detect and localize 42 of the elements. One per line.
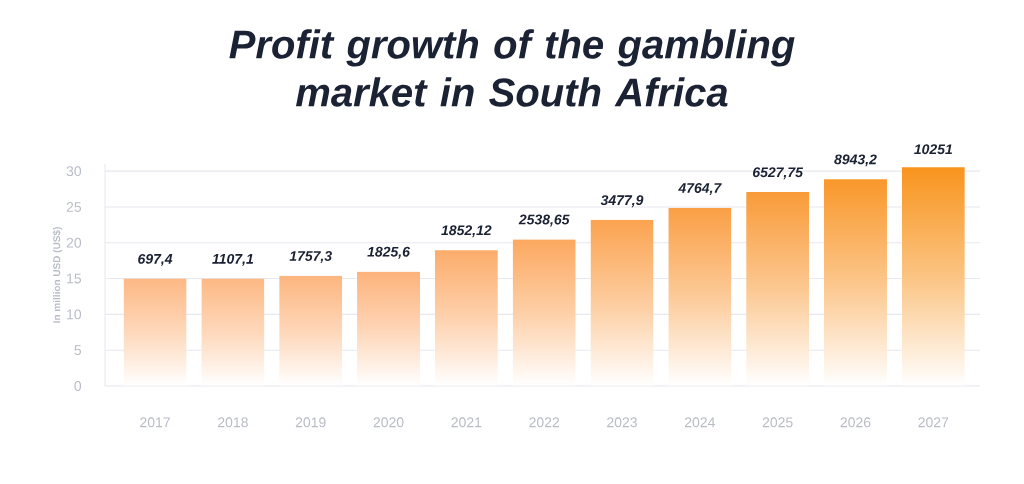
bar <box>201 278 265 386</box>
bar <box>746 191 810 386</box>
x-tick-label: 2024 <box>684 417 715 428</box>
bar <box>823 179 887 386</box>
bar <box>434 250 498 386</box>
annotation: 1825,6 <box>367 246 411 259</box>
annotation: 1107,1 <box>212 253 253 266</box>
x-tick-label: 2025 <box>762 417 793 428</box>
x-tick-label: 2026 <box>840 417 871 428</box>
bar <box>512 239 576 386</box>
bar <box>668 207 732 386</box>
x-tick-label: 2019 <box>295 417 326 428</box>
y-tick-label: 15 <box>67 273 82 284</box>
x-tick-label: 2022 <box>529 417 560 428</box>
bar <box>357 271 421 386</box>
x-tick-label: 2017 <box>140 417 170 428</box>
bar <box>901 167 965 386</box>
y-tick-label: 20 <box>66 237 82 248</box>
annotation: 8943,2 <box>834 154 877 167</box>
annotation: 1852,12 <box>441 225 492 238</box>
annotation: 697,4 <box>138 253 173 266</box>
y-axis-title: In million USD (US$) <box>52 227 63 323</box>
chart-title: Profit growth of the gambling market in South Africa <box>229 29 795 107</box>
x-tick-label: 2023 <box>607 417 637 428</box>
annotation: 3477,9 <box>600 195 644 208</box>
bar <box>123 278 187 386</box>
annotation: 2538,65 <box>518 214 570 227</box>
annotation: 4764,7 <box>678 183 722 195</box>
x-tick-label: 2027 <box>918 417 949 428</box>
annotation: 10251 <box>914 144 952 155</box>
bar <box>590 219 654 386</box>
y-tick-label: 0 <box>74 381 82 391</box>
bar <box>279 275 343 386</box>
y-tick-label: 25 <box>66 202 82 212</box>
y-tick-label: 5 <box>74 345 82 356</box>
annotation: 1757,3 <box>289 251 332 263</box>
x-tick-label: 2018 <box>218 417 248 428</box>
y-tick-label: 10 <box>67 309 82 320</box>
x-tick-label: 2020 <box>373 417 404 428</box>
y-tick-label: 30 <box>66 166 82 177</box>
annotation: 6527,75 <box>753 167 804 180</box>
x-tick-label: 2021 <box>451 417 482 428</box>
